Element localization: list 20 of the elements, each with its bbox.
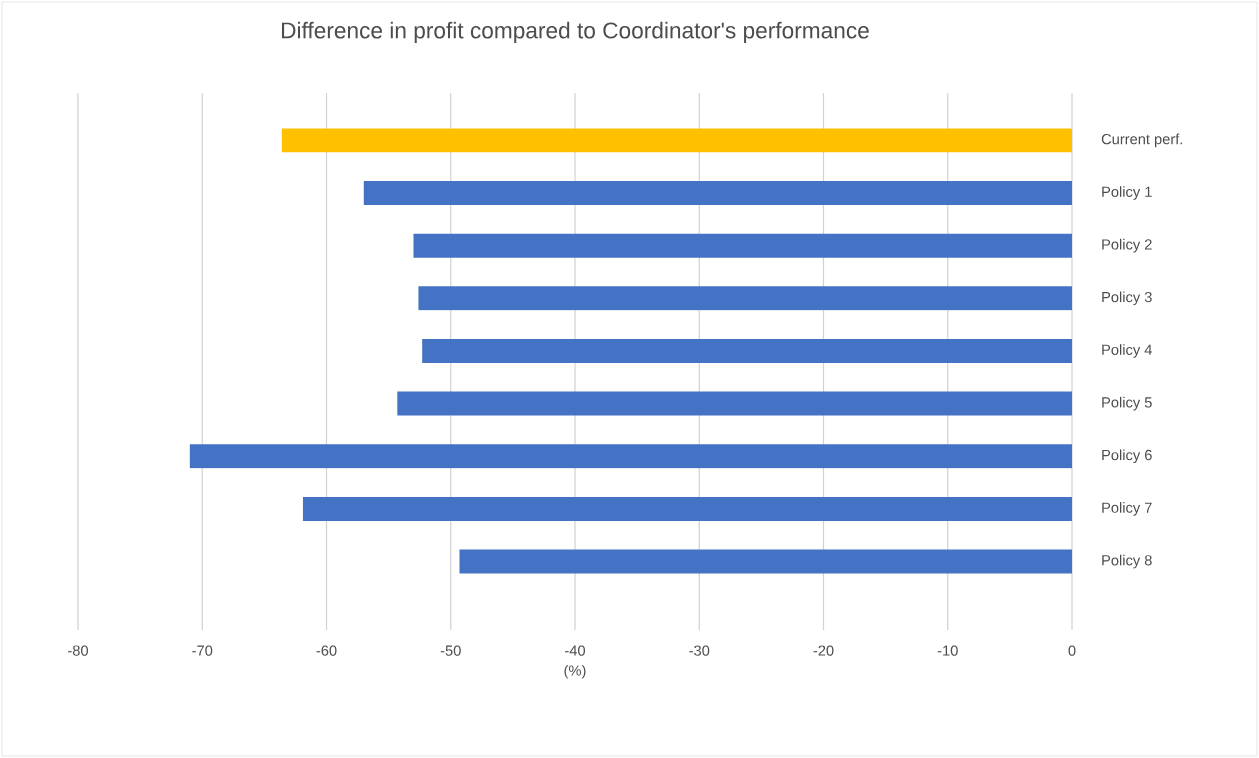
x-tick-label: -50 xyxy=(440,645,461,656)
chart-title: Difference in profit compared to Coordinator's performance xyxy=(281,21,869,43)
y-tick-label: Policy 8 xyxy=(1102,554,1152,569)
x-tick-label: -40 xyxy=(565,645,586,656)
x-tick-label: -20 xyxy=(813,645,834,656)
x-axis-title: (%) xyxy=(564,664,586,679)
x-tick-label: -70 xyxy=(192,645,213,656)
x-tick-label: -60 xyxy=(316,645,337,656)
y-tick-label: Policy 6 xyxy=(1102,449,1152,464)
y-tick-label: Policy 7 xyxy=(1102,502,1152,516)
y-tick-label: Policy 3 xyxy=(1102,291,1152,306)
x-tick-label: -10 xyxy=(937,645,958,656)
x-tick-label: 0 xyxy=(1068,645,1076,656)
y-tick-label: Policy 4 xyxy=(1102,344,1152,358)
y-tick-label: Policy 5 xyxy=(1102,396,1152,411)
y-tick-label: Policy 2 xyxy=(1102,238,1152,253)
y-tick-label: Policy 1 xyxy=(1102,186,1152,200)
y-tick-label: Current perf. xyxy=(1101,133,1183,148)
x-tick-label: -80 xyxy=(68,645,89,656)
x-tick-label: -30 xyxy=(689,645,710,656)
